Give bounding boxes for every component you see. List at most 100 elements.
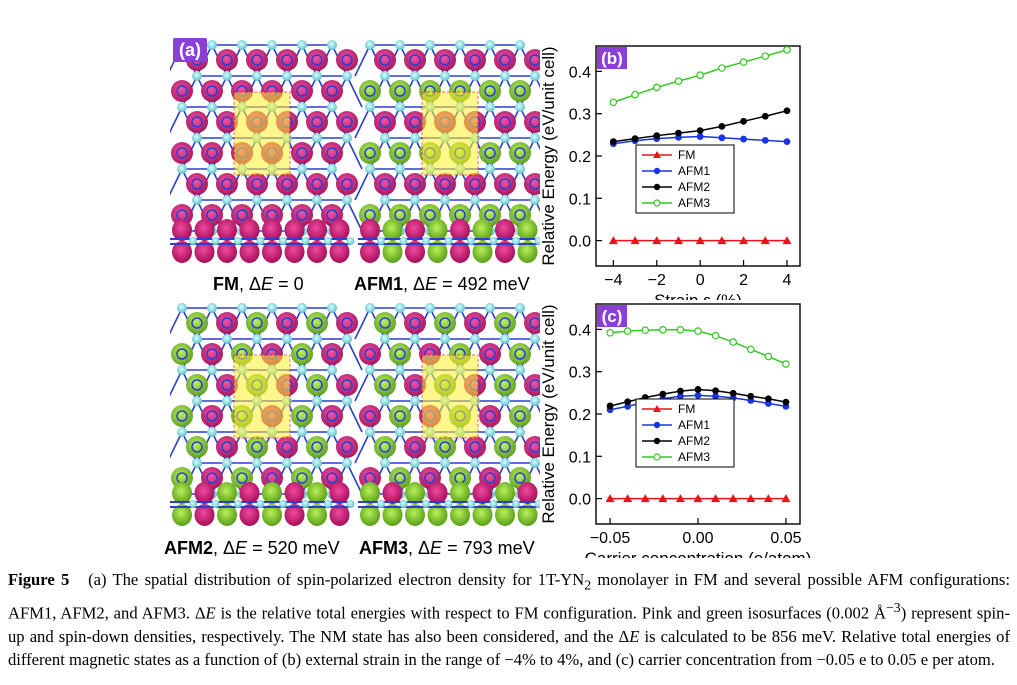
nitrogen-atom — [327, 427, 337, 437]
spin-down-lobe — [359, 204, 381, 226]
bond — [354, 369, 371, 402]
spin-up-lobe — [336, 374, 358, 396]
side-lobe — [284, 504, 305, 526]
nitrogen-atom — [380, 396, 390, 406]
spin-down-lobe — [389, 405, 411, 427]
nitrogen-atom — [237, 303, 247, 313]
nitrogen-atom — [485, 102, 495, 112]
spin-up-lobe — [336, 312, 358, 334]
unit-cell — [421, 91, 479, 176]
nitrogen-atom — [410, 71, 420, 81]
side-lobe — [450, 219, 470, 241]
data-point-afm1 — [740, 135, 747, 143]
nitrogen-atom — [312, 334, 322, 344]
data-point-afm3 — [783, 46, 791, 54]
nitrogen-atom — [530, 133, 540, 143]
nitrogen-atom — [470, 458, 480, 468]
nitrogen-atom — [222, 458, 232, 468]
yttrium-ring — [191, 441, 203, 453]
nitrogen-atom — [267, 303, 277, 313]
side-atom — [512, 500, 520, 508]
legend-box — [635, 144, 735, 214]
data-point-afm2 — [712, 387, 719, 395]
legend-marker-afm2 — [653, 183, 661, 191]
yttrium-ring — [364, 410, 376, 422]
side-atom — [279, 237, 287, 245]
yttrium-ring — [296, 85, 308, 97]
spin-up-lobe — [374, 49, 396, 71]
data-point-afm1 — [712, 392, 719, 400]
data-point-afm2 — [747, 392, 755, 400]
nitrogen-atom — [380, 458, 390, 468]
nitrogen-atom — [327, 365, 337, 375]
spin-down-lobe — [186, 436, 208, 458]
spin-up-lobe — [306, 49, 328, 71]
yttrium-ring — [514, 147, 526, 159]
data-point-afm2 — [764, 395, 772, 403]
yttrium-ring — [379, 379, 391, 391]
legend-label-afm3: AFM3 — [678, 450, 710, 464]
spin-up-lobe — [434, 173, 456, 195]
yttrium-ring — [364, 147, 376, 159]
side-lobe — [307, 219, 327, 241]
side-lobe — [262, 241, 282, 263]
spin-down-lobe — [186, 374, 208, 396]
nitrogen-atom — [192, 458, 202, 468]
side-atom — [324, 237, 332, 245]
bond — [346, 137, 363, 170]
nitrogen-atom — [530, 396, 540, 406]
side-lobe — [517, 241, 538, 263]
side-lobe — [382, 241, 403, 263]
nitrogen-atom — [207, 102, 217, 112]
y-tick-label: 0.0 — [569, 492, 591, 509]
nitrogen-atom — [500, 133, 510, 143]
side-atom — [301, 237, 310, 245]
side-lobe — [472, 504, 493, 526]
data-point-afm1 — [624, 402, 632, 410]
side-atom — [377, 237, 385, 245]
panel-label-box — [597, 47, 627, 69]
delta-e-1: ΔE — [194, 603, 216, 623]
yttrium-ring — [364, 348, 376, 360]
legend-marker-fm — [653, 405, 661, 412]
afm3-caption: AFM3, ΔE = 793 meV — [359, 538, 535, 558]
data-point-afm3 — [729, 338, 737, 346]
spin-up-lobe — [494, 173, 516, 195]
side-lobe — [194, 219, 215, 241]
yttrium-ring — [251, 54, 263, 66]
data-point-fm — [693, 494, 703, 503]
data-point-fm — [763, 494, 773, 503]
side-lobe — [172, 219, 192, 241]
spin-down-lobe — [389, 142, 411, 164]
x-tick-label: −4 — [604, 272, 622, 289]
side-atom — [301, 500, 310, 508]
nitrogen-atom — [282, 71, 292, 81]
yttrium-ring — [341, 441, 353, 453]
x-tick-label: 0 — [696, 272, 705, 289]
side-lobe — [262, 219, 282, 241]
yttrium-ring — [529, 54, 540, 66]
nitrogen-atom — [267, 40, 277, 50]
yttrium-ring — [296, 410, 308, 422]
data-point-afm3 — [674, 77, 683, 85]
side-lobe — [284, 241, 305, 263]
spin-down-lobe — [434, 312, 456, 334]
data-point-afm1 — [783, 138, 791, 146]
nitrogen-atom — [395, 40, 405, 50]
spin-up-lobe — [494, 111, 516, 133]
data-point-afm2 — [783, 107, 791, 115]
nitrogen-atom — [500, 396, 510, 406]
side-atom — [422, 500, 430, 508]
nitrogen-atom — [297, 303, 307, 313]
side-atom — [467, 237, 475, 245]
side-view — [358, 219, 540, 263]
spin-up-lobe — [306, 173, 328, 195]
nitrogen-atom — [470, 71, 480, 81]
nitrogen-atom — [365, 164, 375, 174]
data-point-afm2 — [696, 127, 704, 135]
side-atom — [377, 500, 385, 508]
side-lobe — [450, 482, 470, 504]
side-atom — [512, 237, 520, 245]
x-axis-label: Carrier concentration (e/atom) — [585, 549, 812, 558]
spin-up-lobe — [261, 204, 283, 226]
